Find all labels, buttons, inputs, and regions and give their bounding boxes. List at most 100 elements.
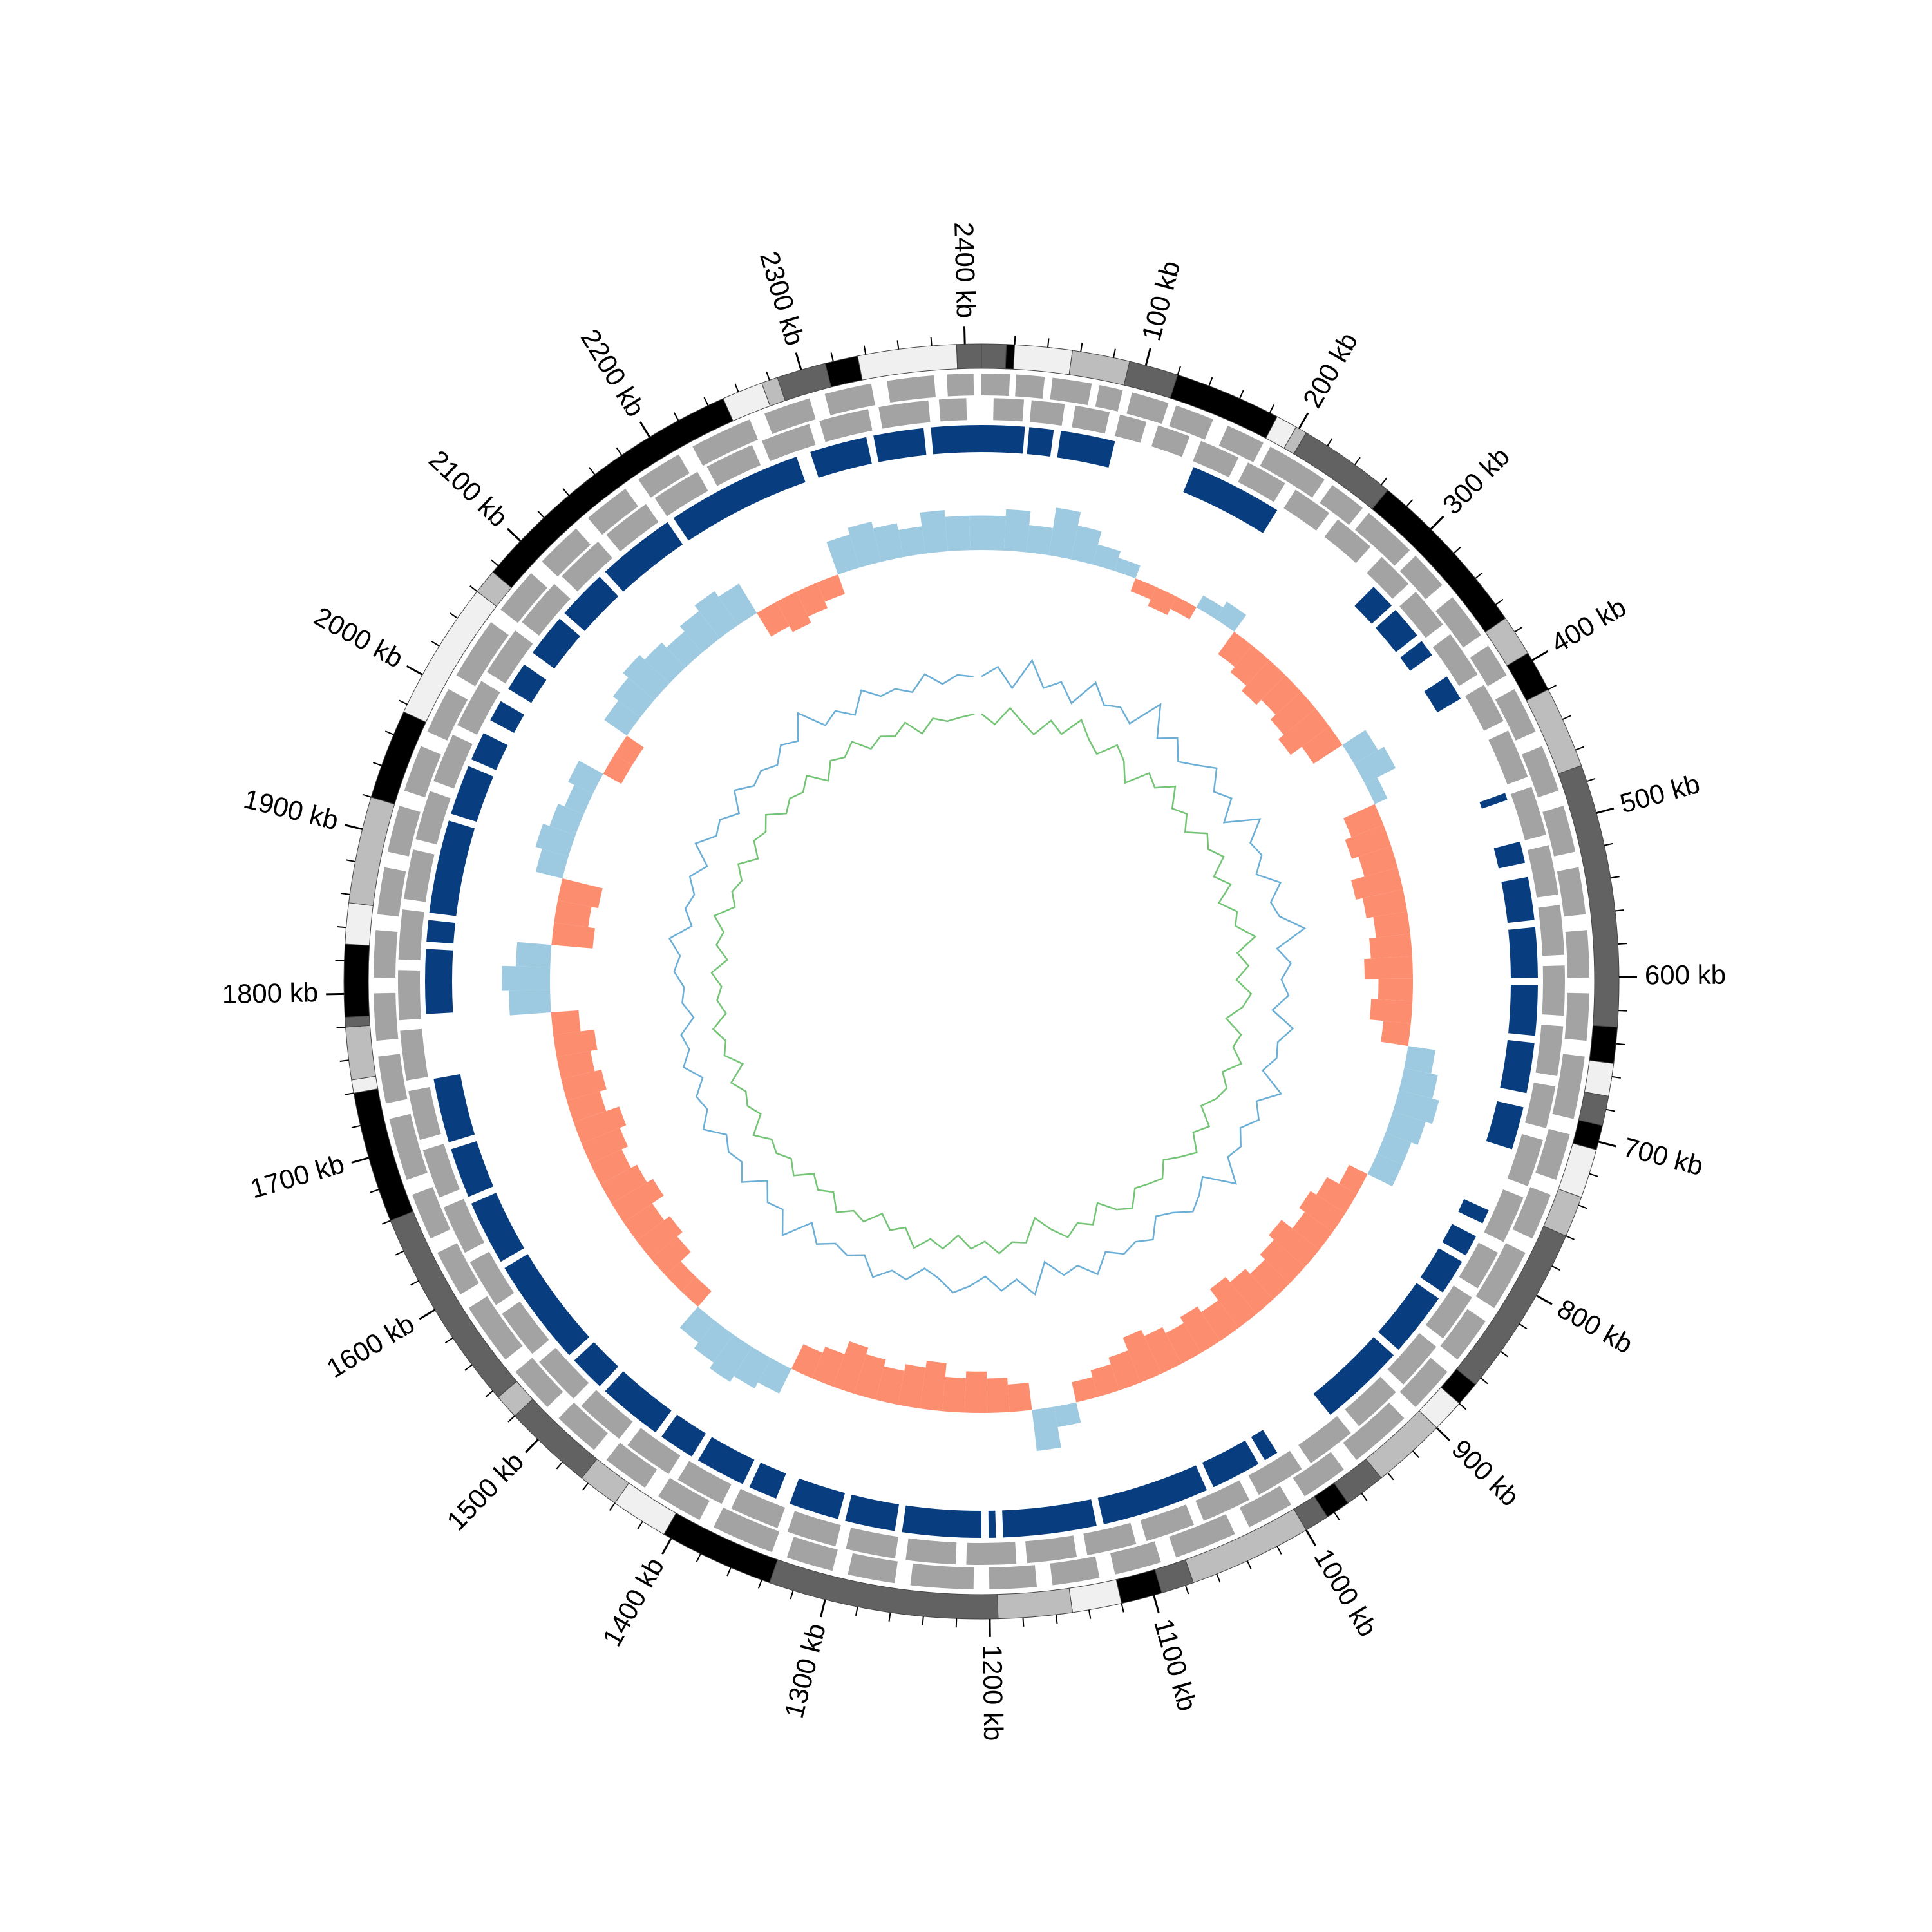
major-tick (506, 527, 522, 542)
block (1027, 427, 1054, 457)
gene (469, 1251, 515, 1305)
skew-bar (942, 1376, 966, 1413)
minor-tick (1611, 1075, 1621, 1079)
minor-tick (556, 1461, 564, 1470)
major-tick (1598, 1141, 1616, 1148)
minor-tick (609, 1502, 616, 1511)
major-tick (639, 421, 650, 438)
skew-bar (1269, 1220, 1320, 1267)
block (1097, 1465, 1208, 1524)
minor-tick (1185, 1585, 1189, 1595)
gene (1239, 1486, 1291, 1528)
ideogram-segment (777, 363, 832, 401)
minor-tick (1495, 598, 1504, 605)
ideogram-segment (1068, 1579, 1122, 1613)
skew-bar (1354, 746, 1396, 784)
gene (1564, 992, 1589, 1041)
gene (415, 791, 451, 845)
block (426, 920, 456, 944)
minor-tick (395, 1250, 404, 1256)
skew-bar (734, 1347, 772, 1388)
skew-bar (1250, 1259, 1290, 1300)
skew-bar (1026, 525, 1054, 556)
block (1354, 587, 1392, 624)
minor-tick (1475, 572, 1483, 579)
skew-bar (897, 1364, 926, 1409)
ideogram-segment (345, 902, 374, 946)
skew-bar (611, 1179, 664, 1223)
block (471, 733, 508, 770)
minor-tick (1327, 438, 1333, 446)
gene (397, 970, 421, 1021)
gene (1029, 400, 1065, 426)
minor-tick (1578, 1204, 1587, 1209)
minor-tick (431, 640, 440, 647)
gene (1218, 425, 1264, 462)
gene (1320, 485, 1363, 526)
skew-bar (665, 1261, 696, 1292)
skew-bar (796, 582, 828, 617)
block (1500, 1039, 1535, 1094)
gene (433, 734, 473, 789)
skew-bar (1090, 1364, 1120, 1397)
gene (1527, 845, 1558, 898)
gene (389, 1113, 428, 1180)
minor-tick (1548, 685, 1557, 690)
gene (938, 398, 967, 422)
gene (1432, 634, 1478, 687)
gene (1464, 685, 1504, 731)
gene (1095, 384, 1123, 412)
skew-bar (1114, 558, 1141, 579)
gene (1507, 1133, 1543, 1186)
block (605, 1371, 672, 1433)
gene (1015, 374, 1045, 399)
gene (1399, 591, 1443, 638)
gene (905, 1538, 957, 1565)
ideogram-segment (345, 1015, 370, 1028)
block (1424, 676, 1461, 713)
gene (714, 1507, 780, 1553)
gene (1345, 1376, 1396, 1426)
gene (824, 383, 875, 415)
gene (658, 1477, 710, 1520)
gene (1399, 1358, 1448, 1407)
major-tick (1144, 348, 1151, 366)
gene (437, 1243, 479, 1295)
major-tick (1596, 807, 1615, 815)
skew-bar (1122, 1329, 1162, 1383)
minor-tick (1514, 626, 1523, 633)
skew-bar (1404, 1046, 1435, 1074)
gene (558, 1402, 609, 1450)
skew-bar (1365, 777, 1388, 804)
minor-tick (485, 1390, 493, 1397)
gene (1475, 1243, 1526, 1309)
gene (819, 409, 873, 442)
skew-bar (567, 1091, 607, 1122)
gene (764, 398, 816, 434)
skew-bar (1367, 1153, 1403, 1187)
minor-tick (766, 371, 770, 381)
block (1183, 467, 1278, 533)
skew-bar (1209, 1276, 1256, 1328)
skew-bar (551, 922, 595, 949)
block (931, 425, 981, 455)
minor-tick (562, 488, 570, 496)
minor-tick (444, 1337, 453, 1344)
tick-label: 1100 kb (1148, 1615, 1203, 1714)
skew-bar (679, 1307, 715, 1343)
skew-bar (1201, 1300, 1239, 1341)
minor-tick (703, 397, 709, 406)
major-tick (795, 352, 802, 370)
skew-bar (644, 642, 686, 684)
minor-tick (399, 699, 408, 705)
major-tick (1531, 650, 1549, 661)
block (1479, 793, 1508, 809)
tick-label: 800 kb (1553, 1293, 1638, 1359)
gene (1354, 513, 1410, 566)
skew-bar (604, 700, 641, 736)
gene (387, 806, 421, 857)
gene (400, 1028, 428, 1081)
skew-bar (1260, 1240, 1305, 1284)
gene (1387, 1332, 1437, 1385)
